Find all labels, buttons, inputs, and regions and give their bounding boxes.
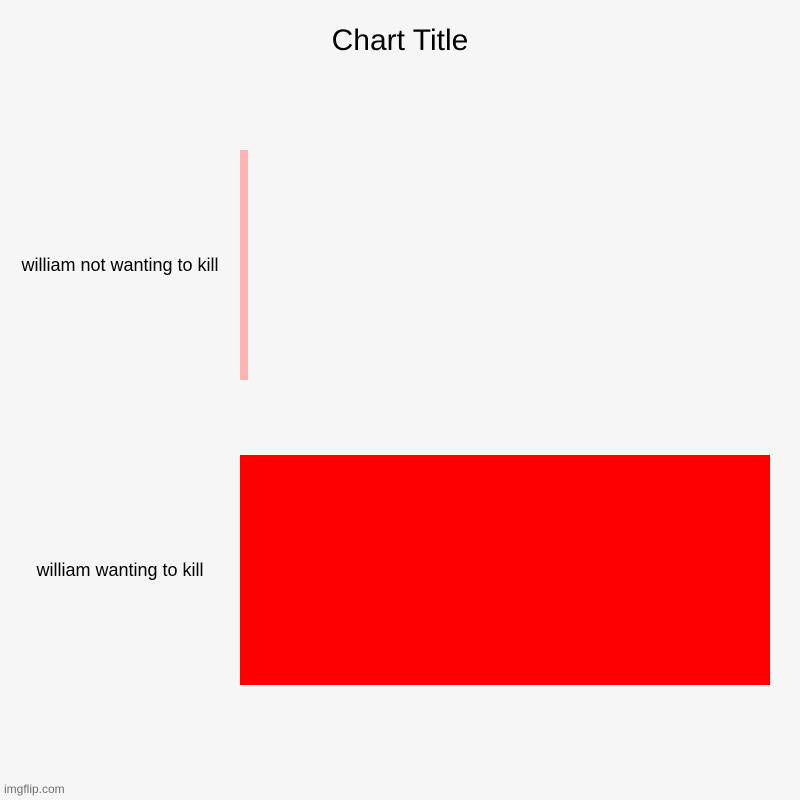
bar-track-0 bbox=[240, 150, 770, 380]
chart-title: Chart Title bbox=[0, 24, 800, 58]
watermark-text: imgflip.com bbox=[4, 782, 65, 796]
chart-canvas: Chart Title william not wanting to kill … bbox=[0, 0, 800, 800]
bar-row-0: william not wanting to kill bbox=[0, 150, 800, 380]
bar-label-0: william not wanting to kill bbox=[0, 254, 240, 277]
bar-row-1: william wanting to kill bbox=[0, 455, 800, 685]
bar-track-1 bbox=[240, 455, 770, 685]
bar-label-1: william wanting to kill bbox=[0, 559, 240, 582]
bar-fill-1 bbox=[240, 455, 770, 685]
bar-fill-0 bbox=[240, 150, 248, 380]
